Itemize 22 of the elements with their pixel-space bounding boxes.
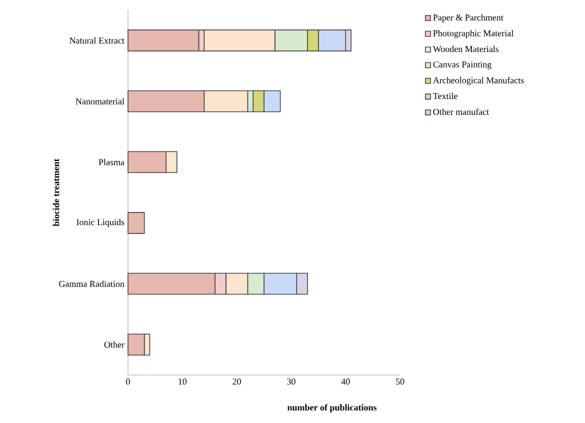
x-tick-label: 10 (178, 378, 187, 385)
legend-label: Canvas Painting (433, 61, 492, 70)
y-tick-label: Natural Extract (70, 37, 124, 44)
y-tick-label: Ionic Liquids (76, 218, 124, 227)
legend-label: Archeological Manufacts (432, 76, 524, 86)
x-tick-label: 0 (126, 378, 130, 385)
legend-label: Textile (433, 92, 458, 100)
x-tick-label: 40 (341, 378, 350, 385)
x-tick-label: 30 (287, 378, 296, 385)
bar (128, 212, 145, 234)
y-tick-label: Nanomaterial (76, 98, 124, 104)
x-tick-label: 20 (232, 378, 241, 385)
legend-label: Wooden Materials (432, 46, 499, 52)
legend-label: Paper & Parchment (433, 14, 504, 22)
y-axis-title: biocide treatment (52, 158, 60, 226)
y-tick-label: Gamma Radiation (59, 280, 124, 287)
legend-label: Other manufact (433, 108, 490, 115)
legend-label: Photographic Material (433, 30, 514, 38)
y-tick-label: Plasma (98, 158, 124, 166)
y-tick-label: Other (104, 341, 124, 348)
x-axis-title: number of publications (287, 404, 377, 412)
x-tick-label: 50 (396, 378, 404, 385)
